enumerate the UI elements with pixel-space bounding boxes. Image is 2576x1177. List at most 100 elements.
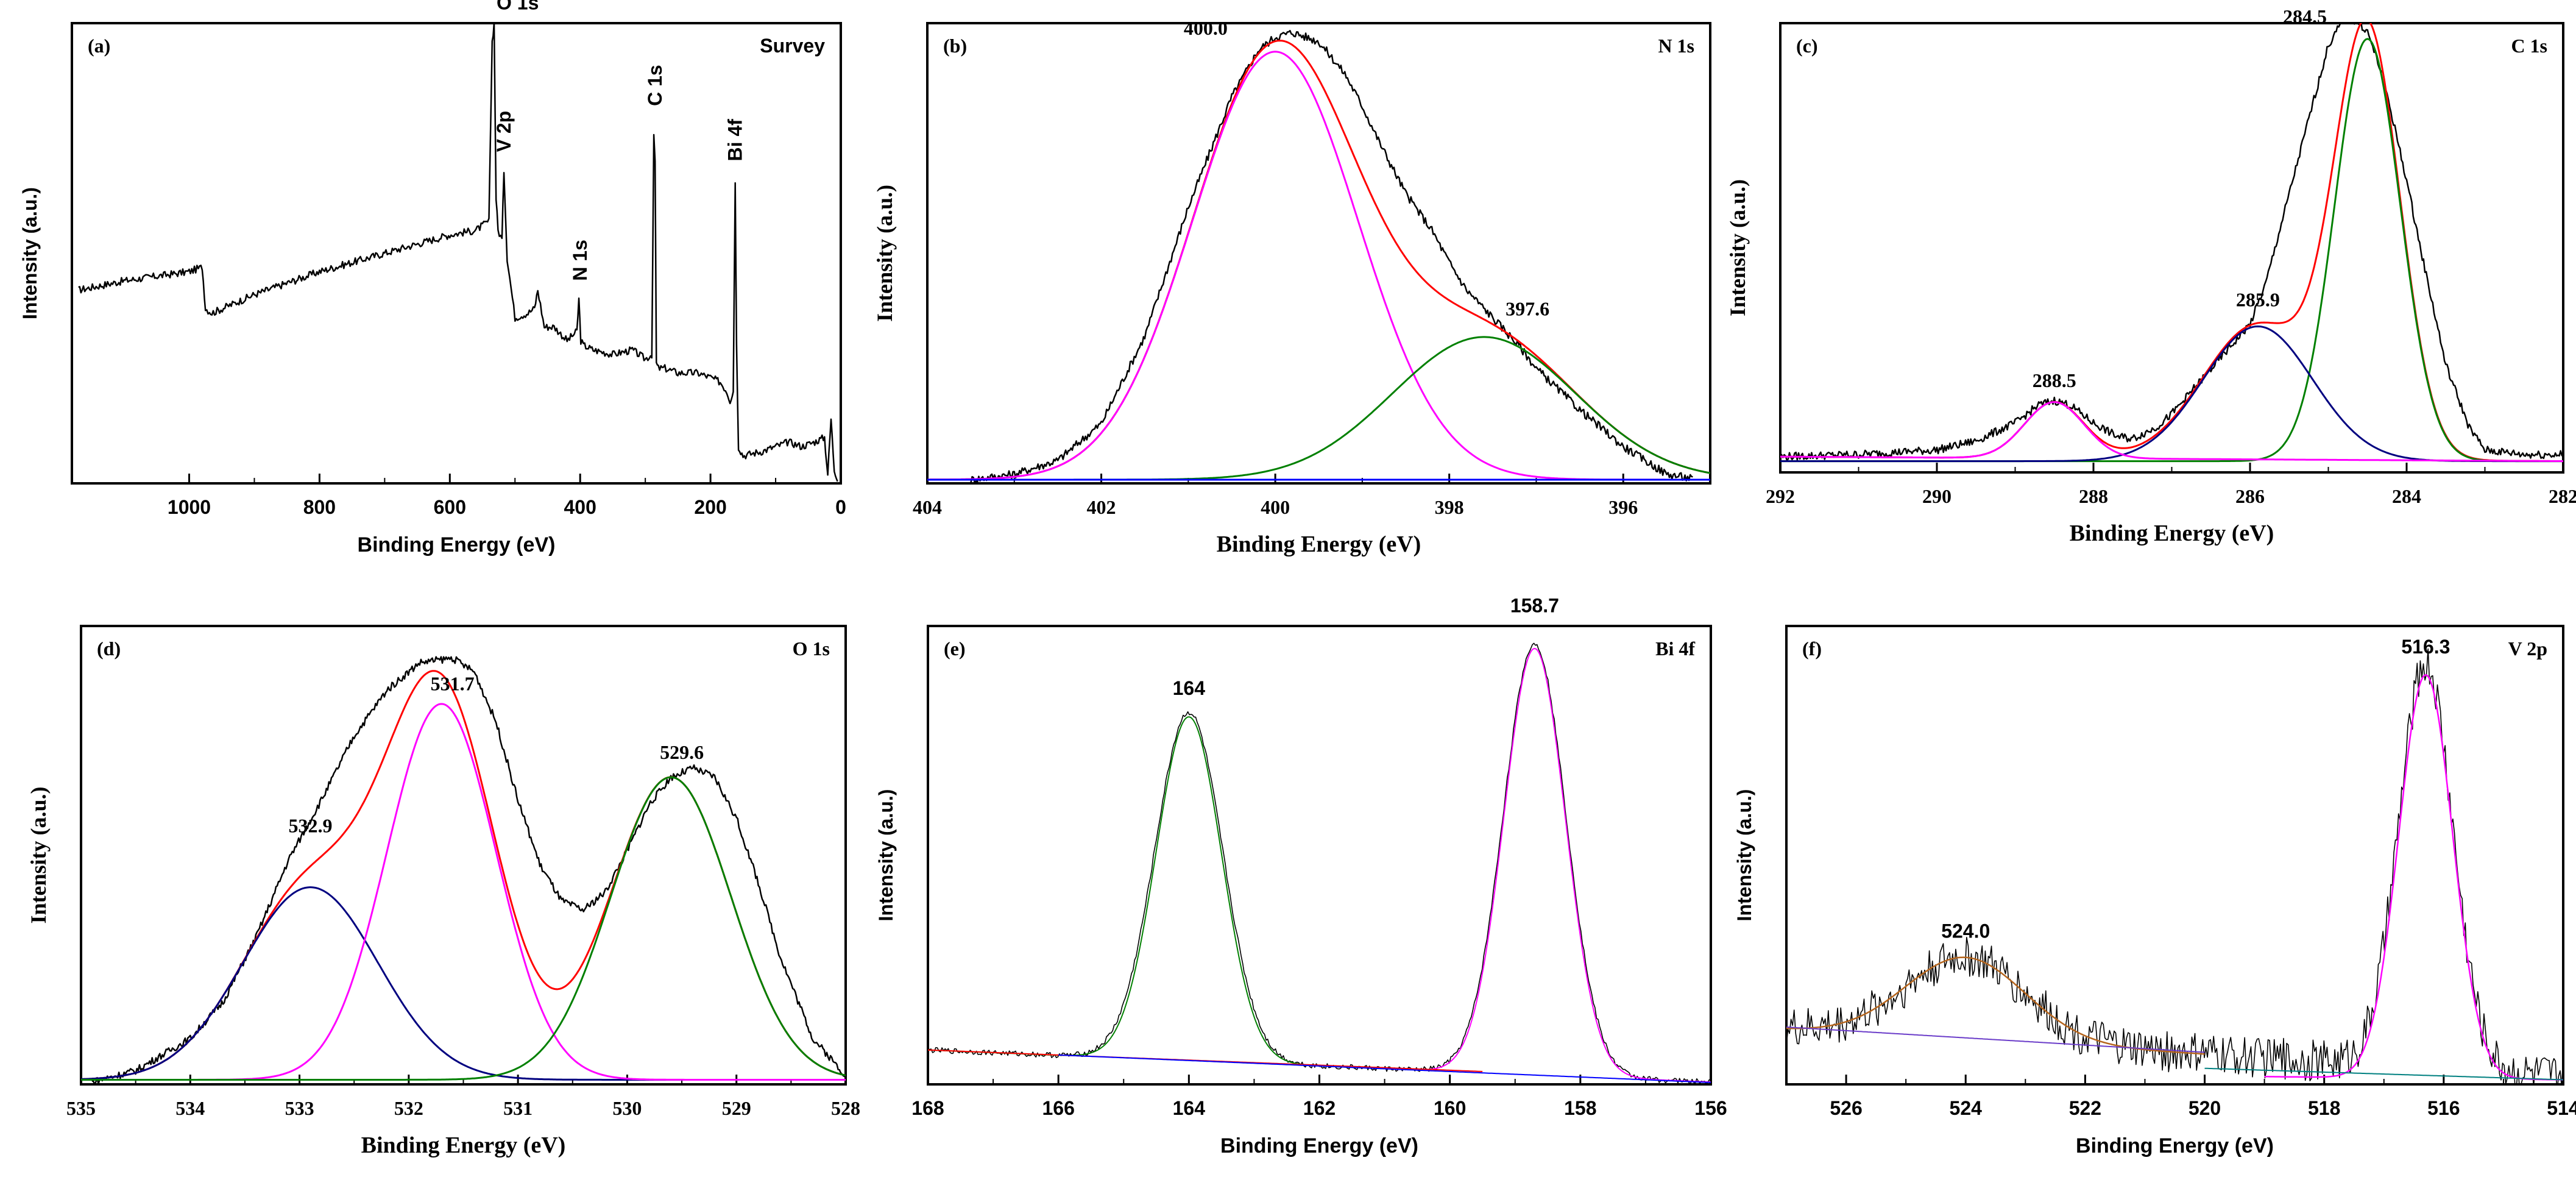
plot-frame [71,22,842,485]
series-line-raw [928,642,1711,1084]
x-tick-label: 292 [1766,485,1795,507]
x-tick-label: 534 [175,1097,205,1119]
x-tick-label: 286 [2235,485,2265,507]
panel-label: (d) [97,638,121,660]
y-axis-label: Intensity (a.u.) [1725,179,1750,316]
peak-label: 524.0 [1941,920,1990,942]
panel-label: (e) [944,638,966,660]
plot-frame [927,625,1712,1086]
series-line-c2-285-9 [1780,325,2563,463]
series-line-c1-284-5 [1780,38,2563,463]
x-tick-label: 532 [394,1097,423,1119]
panel-label: (f) [1802,638,1822,660]
x-tick-label: 166 [1042,1097,1074,1119]
plot-frame [1785,625,2564,1086]
series-line-raw [1786,648,2563,1084]
x-tick-label: 396 [1608,496,1638,518]
peak-label: 164 [1173,677,1206,699]
peak-label: O 1s [497,0,539,13]
series-line-o3-529-6 [81,776,846,1081]
x-axis-label: Binding Energy (eV) [2070,521,2274,546]
x-tick-label: 400 [564,496,596,518]
peak-label: 285.9 [2236,288,2280,310]
series-line-bi-4f5-2-fit [928,716,1385,1070]
chart-panel-b: 404 402 400 398 396 Binding Energy (eV) Intens… [872,17,1711,557]
x-tick-label: 514 [2547,1097,2576,1119]
peak-label: 532.9 [289,814,333,836]
chart-panel-e: 168 166 164 162 160 158 156 Binding Energy (eV)… [875,594,1727,1157]
x-tick-label: 164 [1173,1097,1206,1119]
x-tick-label: 526 [1830,1097,1862,1119]
peak-label: N 1s [569,240,591,281]
series-line-raw [970,30,1693,483]
series-line-envelope [1780,23,2563,463]
chart-panel-a: 1000 800 600 400 200 0 Binding Energy (eV) Inte… [19,0,846,556]
peak-label: 529.6 [660,741,704,763]
x-tick-label: 290 [1922,485,1951,507]
series-line-o2-531-7 [81,703,846,1081]
series-line-n2-397-6 [927,336,1710,481]
plot-area [928,642,1711,1084]
x-tick-label: 528 [831,1097,860,1119]
x-tick-label: 800 [303,496,336,518]
x-axis-label: Binding Energy (eV) [2076,1134,2274,1157]
x-axis-label: Binding Energy (eV) [1217,532,1421,557]
peak-label: 516.3 [2401,636,2450,658]
plot-area [78,23,838,482]
panel-label: (c) [1796,35,1818,57]
panel-title: Survey [760,35,825,57]
plot-area [81,656,846,1084]
x-tick-label: 282 [2549,485,2576,507]
y-axis-label: Intensity (a.u.) [19,187,41,319]
panel-label: (b) [943,35,967,57]
series-line-survey [78,23,838,482]
y-axis-label: Intensity (a.u.) [1733,789,1755,922]
x-tick-label: 516 [2427,1097,2460,1119]
series-line-bi-4f7-2-fit [1384,648,1711,1083]
x-tick-label: 1000 [168,496,211,518]
plot-area [1786,648,2563,1084]
peak-label: 158.7 [1510,594,1559,616]
peak-label: 284.5 [2283,5,2327,27]
x-tick-label: 529 [722,1097,751,1119]
x-tick-label: 402 [1087,496,1116,518]
x-axis-label: Binding Energy (eV) [1220,1134,1418,1157]
series-line-baseline [1786,1026,2205,1053]
series-line-raw [91,656,846,1084]
x-tick-label: 522 [2069,1097,2101,1119]
series-line-c3-288-5 [1780,401,2563,463]
x-tick-label: 162 [1303,1097,1336,1119]
x-tick-label: 284 [2392,485,2421,507]
peak-label: C 1s [644,65,666,106]
x-tick-label: 400 [1261,496,1290,518]
x-tick-label: 404 [913,496,942,518]
y-axis-label: Intensity (a.u.) [26,786,51,923]
plot-area [927,30,1710,483]
plot-frame [926,22,1711,485]
series-line-baseline2 [1058,1054,1711,1083]
plot-frame [80,625,847,1086]
panel-label: (a) [88,35,110,57]
panel-title: N 1s [1658,35,1694,57]
series-line-o1-532-9 [81,886,846,1081]
y-axis-label: Intensity (a.u.) [875,789,897,922]
y-axis-label: Intensity (a.u.) [872,185,897,322]
series-line-n1-400-0 [927,51,1710,481]
x-axis-label: Binding Energy (eV) [358,533,556,556]
panel-title: C 1s [2511,35,2547,57]
x-tick-label: 0 [835,496,846,518]
x-tick-label: 518 [2308,1097,2340,1119]
series-line-v-2p3-2-fit [2264,674,2563,1081]
chart-panel-c: 292 290 288 286 284 282 Binding Energy (eV) Int… [1725,5,2576,546]
plot-frame [1779,22,2564,474]
series-line-raw [1780,23,2563,461]
panel-title: Bi 4f [1655,638,1695,660]
x-axis-label: Binding Energy (eV) [361,1133,566,1158]
panel-title: O 1s [793,638,830,660]
x-tick-label: 160 [1434,1097,1466,1119]
chart-panel-d: 535 534 533 532 531 530 529 528 Binding Energy (… [26,625,860,1158]
x-tick-label: 156 [1694,1097,1727,1119]
peak-label: 288.5 [2033,369,2076,391]
x-tick-label: 531 [503,1097,533,1119]
